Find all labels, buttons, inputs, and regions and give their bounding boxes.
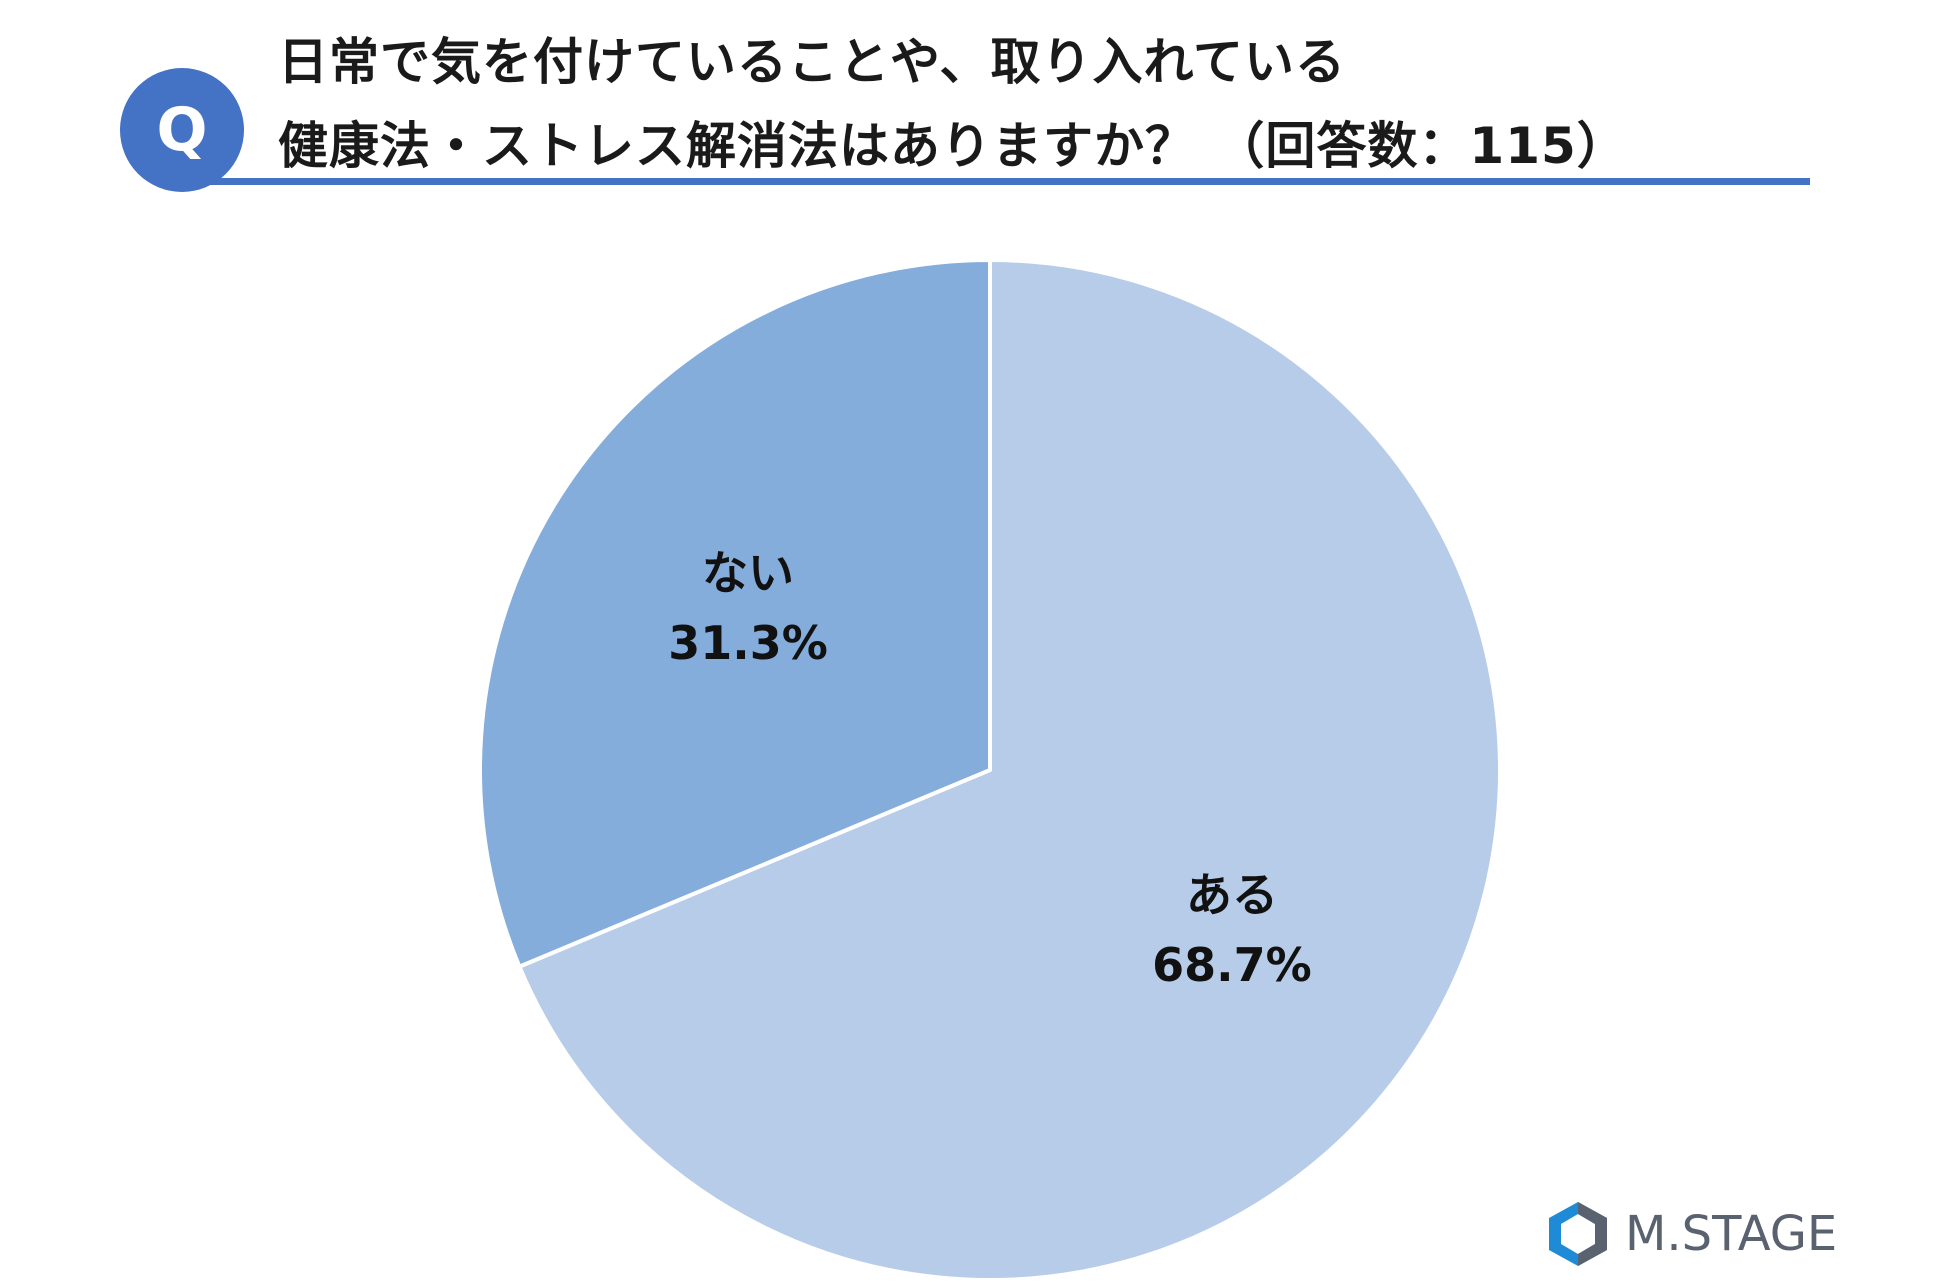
m-stage-logo-icon (1549, 1202, 1607, 1266)
m-stage-logo: M.STAGE (1545, 1200, 1837, 1268)
title-underline (200, 178, 1810, 185)
pie-slice-1-category-label: ある (1186, 868, 1278, 922)
question-badge: Q (120, 68, 244, 192)
chart-title-line-1: 日常で気を付けていることや、取り入れている (278, 33, 1346, 91)
pie-slice-2-value-label: 31.3% (668, 616, 828, 670)
pie-slice-1-value-label: 68.7% (1152, 938, 1312, 992)
chart-title-line-2: 健康法・ストレス解消法はありますか？ （回答数：115） (278, 117, 1628, 175)
pie-slice-2-category-label: ない (702, 546, 794, 600)
question-badge-letter: Q (156, 95, 208, 165)
pie-slice-2 (478, 258, 992, 969)
m-stage-logo-text: M.STAGE (1625, 1206, 1838, 1262)
pie-slice-1 (517, 258, 1502, 1282)
